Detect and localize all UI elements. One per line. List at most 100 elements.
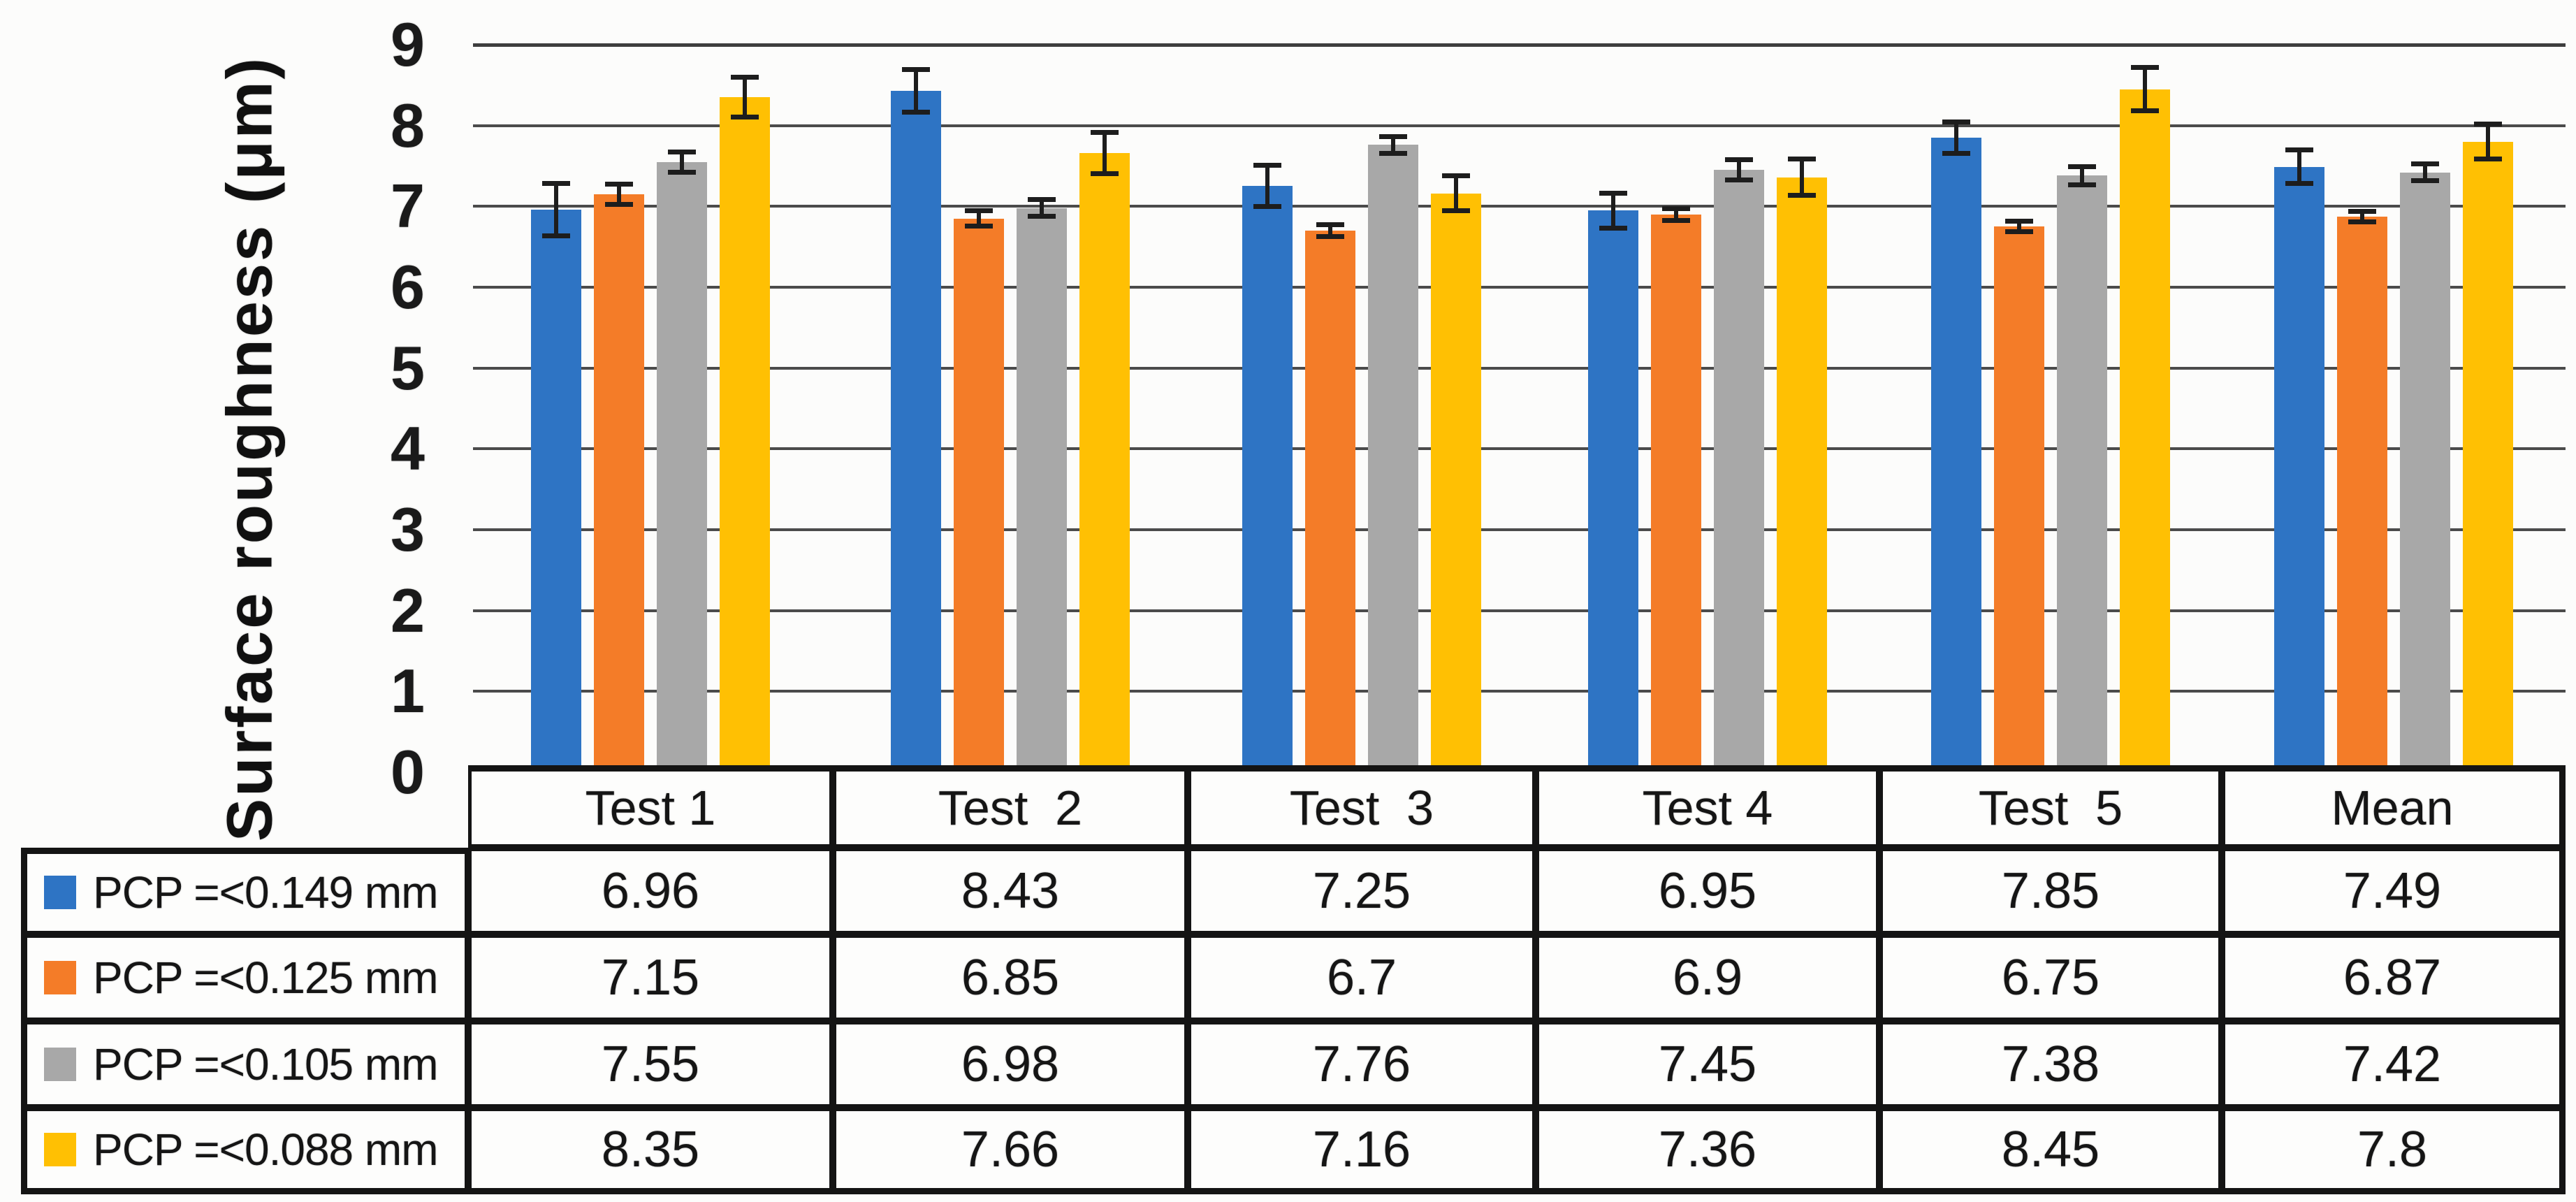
table-corner-spacer [21,765,468,848]
y-tick-label-9: 9 [391,10,425,79]
bar-test1-series4 [720,97,770,772]
table-header-test5: Test 5 [1879,765,2222,848]
table-header-mean: Mean [2222,765,2566,848]
value-cell-series2-test2: 6.85 [833,934,1188,1021]
bar-test3-series1 [1242,186,1293,772]
y-tick-label-8: 8 [391,90,425,160]
legend-label-series3: PCP =<0.105 mm [93,1039,439,1089]
bar-test4-series4 [1777,177,1827,772]
error-bar-cap-bottom-test4-series1 [1599,225,1627,231]
error-bar-cap-top-test3-series2 [1316,222,1344,227]
error-bar-cap-top-test4-series3 [1725,157,1753,163]
error-bar-cap-bottom-mean-series2 [2348,219,2376,225]
y-axis-title: Surface roughness (μm) [214,55,286,842]
error-bar-cap-top-test2-series4 [1091,129,1119,135]
error-bar-cap-top-mean-series4 [2474,122,2502,127]
gridline-2 [473,609,2566,612]
error-bar-cap-bottom-test3-series3 [1379,151,1407,157]
error-bar-line-mean-series4 [2486,124,2490,160]
error-bar-cap-bottom-test1-series4 [731,115,759,120]
error-bar-line-test2-series2 [977,210,981,227]
value-cell-series1-test2: 8.43 [833,848,1188,934]
bar-test5-series2 [1994,226,2044,772]
value-cell-series3-test4: 7.45 [1536,1021,1879,1108]
error-bar-line-test5-series4 [2143,67,2147,111]
gridline-3 [473,528,2566,531]
bar-test2-series4 [1079,152,1130,772]
error-bar-cap-top-test3-series4 [1442,173,1470,179]
gridline-9 [473,43,2566,47]
value-cell-series1-mean: 7.49 [2222,848,2566,934]
legend-cell-series4: PCP =<0.088 mm [21,1108,468,1194]
error-bar-line-test1-series4 [743,77,747,118]
legend-label-series4: PCP =<0.088 mm [93,1124,439,1175]
bar-test5-series1 [1931,138,1981,772]
y-tick-label-5: 5 [391,333,425,403]
error-bar-line-mean-series3 [2423,164,2427,182]
value-cell-series4-test4: 7.36 [1536,1108,1879,1194]
y-tick-label-0: 0 [391,737,425,806]
value-cell-series1-test5: 7.85 [1879,848,2222,934]
table-header-test3: Test 3 [1188,765,1536,848]
error-bar-cap-top-test5-series2 [2005,219,2033,224]
value-cell-series3-mean: 7.42 [2222,1021,2566,1108]
bar-test1-series1 [531,209,581,772]
gridline-1 [473,690,2566,693]
legend-swatch-series2 [44,961,76,994]
error-bar-cap-top-test5-series4 [2131,65,2159,71]
error-bar-cap-top-test3-series1 [1253,163,1281,168]
value-cell-series4-test5: 8.45 [1879,1108,2222,1194]
error-bar-line-test2-series1 [914,68,918,113]
legend-label-series1: PCP =<0.149 mm [93,867,439,918]
bar-mean-series1 [2274,166,2324,772]
bar-test5-series4 [2120,89,2170,772]
table-header-test2: Test 2 [833,765,1188,848]
legend-cell-series2: PCP =<0.125 mm [21,934,468,1021]
value-cell-series1-test1: 6.96 [468,848,833,934]
error-bar-cap-bottom-test1-series2 [605,202,633,208]
bar-test2-series3 [1017,208,1067,772]
value-cell-series3-test2: 6.98 [833,1021,1188,1108]
value-cell-series2-test3: 6.7 [1188,934,1536,1021]
error-bar-line-test2-series3 [1040,198,1044,217]
error-bar-line-test4-series3 [1737,159,1741,181]
bar-test4-series2 [1651,214,1701,772]
bar-mean-series4 [2463,141,2513,772]
legend-swatch-series3 [44,1048,76,1081]
legend-cell-series3: PCP =<0.105 mm [21,1021,468,1108]
value-cell-series2-test4: 6.9 [1536,934,1879,1021]
gridline-6 [473,286,2566,289]
error-bar-line-test3-series2 [1328,224,1332,238]
error-bar-cap-bottom-test5-series1 [1942,151,1970,157]
error-bar-cap-top-test1-series3 [668,149,696,154]
error-bar-cap-top-test5-series3 [2068,164,2096,169]
gridline-4 [473,447,2566,451]
bar-test5-series3 [2057,175,2107,772]
value-cell-series4-test1: 8.35 [468,1108,833,1194]
error-bar-cap-bottom-test3-series2 [1316,234,1344,240]
error-bar-cap-top-mean-series1 [2285,147,2313,153]
y-tick-label-3: 3 [391,495,425,564]
error-bar-line-mean-series1 [2297,150,2301,184]
error-bar-cap-bottom-test1-series1 [542,233,570,239]
error-bar-cap-top-test3-series3 [1379,133,1407,139]
bar-test3-series2 [1305,231,1355,772]
y-tick-label-6: 6 [391,252,425,321]
error-bar-cap-bottom-test1-series3 [668,169,696,175]
bar-test3-series4 [1431,193,1481,772]
value-cell-series1-test3: 7.25 [1188,848,1536,934]
error-bar-cap-top-mean-series2 [2348,209,2376,215]
error-bar-line-test2-series4 [1103,131,1107,175]
value-cell-series4-test2: 7.66 [833,1108,1188,1194]
error-bar-cap-bottom-mean-series3 [2411,178,2439,184]
error-bar-cap-bottom-mean-series4 [2474,157,2502,162]
error-bar-cap-bottom-test4-series3 [1725,178,1753,183]
error-bar-line-mean-series2 [2360,211,2364,223]
error-bar-cap-bottom-test5-series2 [2005,229,2033,235]
data-table-with-legend: Test 1 Test 2 Test 3 Test 4 Test 5 Mean PCP =<… [21,765,2566,1194]
gridline-7 [473,205,2566,208]
value-cell-series2-test1: 7.15 [468,934,833,1021]
error-bar-cap-bottom-test3-series4 [1442,208,1470,214]
error-bar-line-test5-series2 [2017,221,2021,233]
